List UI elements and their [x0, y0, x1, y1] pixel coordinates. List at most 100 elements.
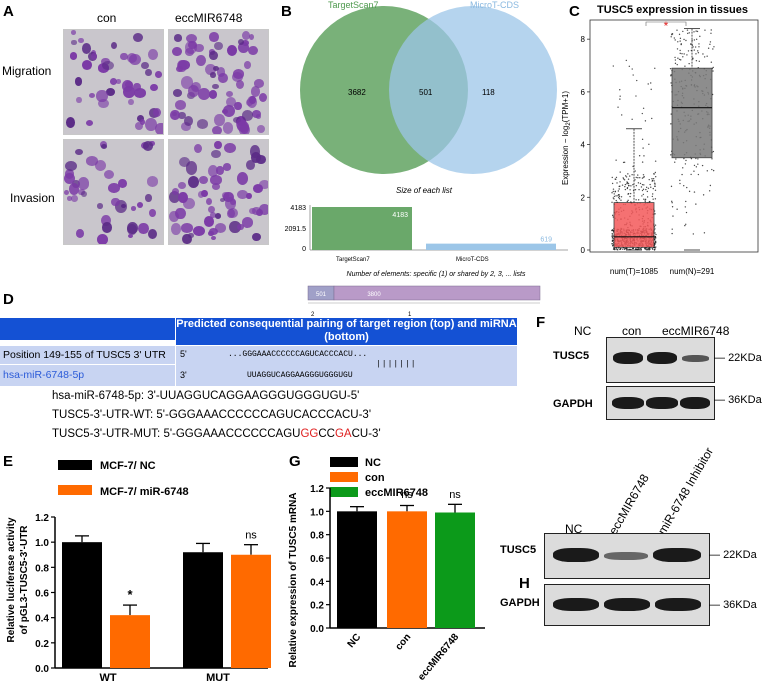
boxplot-point: [626, 200, 629, 203]
size-bar-microt-cds: [426, 243, 556, 250]
boxplot-point: [706, 55, 708, 57]
stained-cell: [175, 100, 186, 110]
boxplot-point: [712, 48, 714, 50]
stained-cell: [214, 41, 224, 51]
stained-cell: [181, 223, 193, 233]
boxplot-point: [682, 56, 684, 58]
boxplot-point: [612, 190, 614, 193]
boxplot-point: [649, 183, 651, 186]
boxplot-point: [631, 118, 633, 120]
mrna-bar-chart: NC con eccMIR6748 Relative expression of…: [288, 457, 485, 683]
chart-e-ytick: 0.6: [35, 589, 49, 600]
stained-cell: [138, 223, 149, 234]
legend-e-mir6748: MCF-7/ miR-6748: [100, 486, 189, 498]
stained-cell: [78, 37, 84, 43]
stained-cell: [248, 34, 254, 40]
stained-cell: [81, 42, 91, 54]
boxplot-point: [685, 200, 687, 203]
chart-g-ytick: 0.2: [310, 601, 324, 612]
boxplot-point: [671, 232, 673, 235]
stained-cell: [179, 156, 191, 167]
blot-f-tusc5-band-con: [647, 352, 677, 364]
boxplot-point: [611, 235, 613, 238]
panel-label-h: H: [519, 575, 530, 592]
boxplot-point: [703, 232, 706, 234]
micrograph-migration-eccmir6748: [168, 29, 269, 135]
stained-cell: [250, 86, 261, 97]
boxplot-point: [611, 182, 614, 185]
boxplot-point: [695, 157, 697, 160]
boxplot-ytick: 4: [581, 141, 586, 150]
boxplot-point: [618, 188, 620, 190]
boxplot-point: [622, 161, 625, 164]
boxplot-point: [693, 31, 695, 33]
chart-e-bar-wt-1: [110, 615, 150, 668]
boxplot-point: [652, 198, 654, 200]
boxplot-point: [627, 178, 630, 180]
stained-cell: [212, 84, 219, 90]
boxplot-point: [639, 182, 642, 185]
stained-cell: [139, 118, 146, 125]
boxplot-point: [671, 202, 673, 204]
stained-cell: [82, 60, 93, 70]
boxplot-point: [651, 179, 654, 182]
boxplot-point: [679, 52, 681, 55]
boxplot-point: [646, 190, 649, 193]
chart-g-sig-eccmir6748: ns: [449, 489, 461, 501]
stained-cell: [74, 77, 83, 87]
stained-cell: [171, 187, 180, 195]
stained-cell: [258, 180, 268, 190]
stained-cell: [188, 176, 200, 189]
stained-cell: [185, 33, 198, 44]
boxplot-point: [654, 228, 656, 230]
boxplot-point: [691, 39, 693, 41]
boxplot-chart: Expression − log2(TPM+1) 0 2 4 6 8 * num(T)=…: [561, 19, 759, 276]
stained-cell: [232, 69, 244, 79]
elements-tick-1: 1: [408, 312, 412, 318]
boxplot-point: [681, 53, 683, 55]
boxplot-point: [620, 196, 623, 198]
col-label-con: con: [97, 11, 117, 25]
blot-h-lane-eccmir6748: eccMIR6748: [606, 471, 652, 537]
boxplot-point: [624, 185, 626, 188]
stained-cell: [214, 141, 222, 150]
stained-cell: [210, 71, 217, 78]
boxplot-point: [670, 185, 673, 188]
boxplot-point: [614, 191, 616, 193]
boxplot-point: [637, 177, 639, 179]
boxplot-point: [677, 41, 679, 43]
stained-cell: [155, 70, 163, 78]
boxplot-point: [623, 161, 626, 163]
boxplot-point: [622, 248, 624, 250]
chart-e-ytick: 0.4: [35, 614, 49, 625]
boxplot-point: [686, 54, 688, 56]
boxplot-point: [652, 178, 655, 180]
stained-cell: [208, 50, 218, 61]
stained-cell: [89, 92, 96, 98]
boxplot-point: [654, 67, 656, 69]
chart-e-sig-mut: ns: [245, 530, 257, 542]
boxplot-point: [671, 228, 673, 230]
chart-e-ytick: 1.2: [35, 513, 49, 524]
stained-cell: [169, 190, 181, 203]
boxplot-point: [635, 95, 637, 97]
boxplot-point: [679, 40, 681, 42]
size-bar-value-targetscan7: 4183: [392, 212, 408, 219]
boxplot-point: [635, 184, 638, 187]
stained-cell: [243, 60, 251, 69]
stained-cell: [229, 220, 241, 234]
boxplot-point: [712, 150, 715, 153]
boxplot-point: [627, 199, 629, 202]
boxplot-point: [644, 247, 646, 249]
boxplot-point: [654, 232, 656, 234]
boxplot-point: [613, 195, 616, 198]
stained-cell: [176, 59, 188, 72]
stained-cell: [178, 111, 186, 120]
boxplot-point: [711, 168, 713, 171]
boxplot-point: [616, 182, 618, 184]
size-list-title: Size of each list: [396, 186, 453, 195]
venn-label-left: TargetScan7: [328, 0, 379, 10]
stained-cell: [197, 119, 209, 129]
boxplot-point: [683, 38, 685, 41]
boxplot-point: [654, 189, 657, 191]
